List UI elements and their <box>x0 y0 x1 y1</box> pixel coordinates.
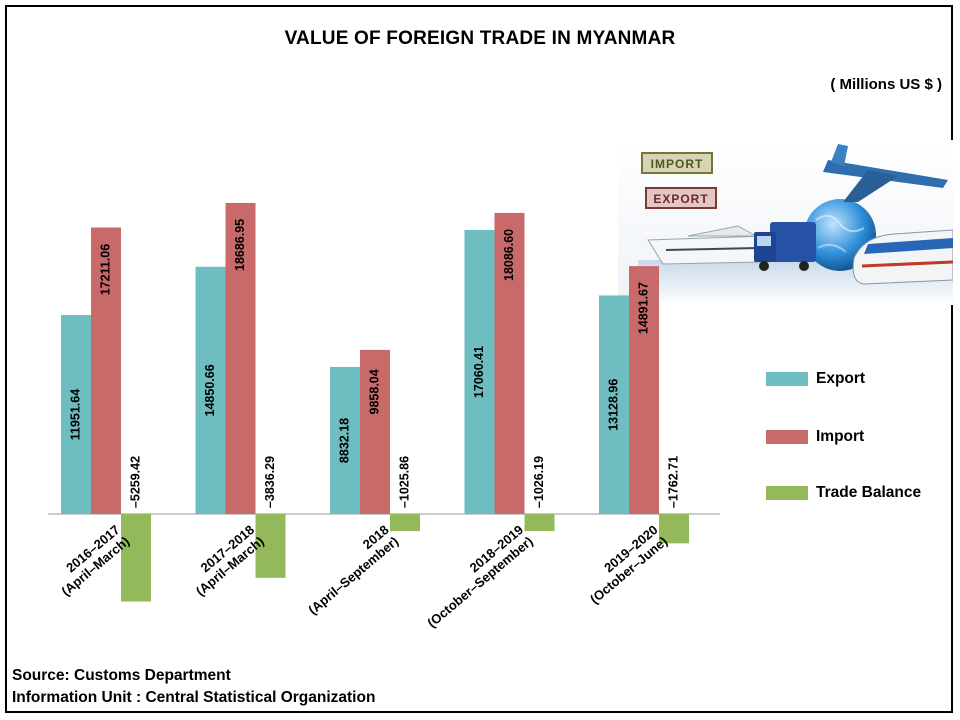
chart-title: VALUE OF FOREIGN TRADE IN MYANMAR <box>284 28 676 49</box>
category-label-line: (October–September) <box>424 533 535 630</box>
legend-item-import: Import <box>766 427 864 447</box>
bar-export <box>195 266 226 514</box>
bar-balance <box>255 514 286 578</box>
airplane-icon <box>823 144 948 202</box>
data-label-export: 8832.18 <box>337 418 351 463</box>
data-label-export: 11951.64 <box>68 389 82 440</box>
bar-export <box>599 295 629 514</box>
svg-text:IMPORT: IMPORT <box>651 157 704 171</box>
bar-balance <box>121 514 151 602</box>
bar-export <box>61 315 91 514</box>
data-label-import: 14891.67 <box>636 282 650 334</box>
export-stamp: EXPORT <box>645 187 717 209</box>
legend-label-trade-balance: Trade Balance <box>816 484 922 501</box>
bar-balance <box>524 514 555 532</box>
truck-icon <box>754 222 816 271</box>
unit-label: ( Millions US $ ) <box>830 76 942 93</box>
bar-balance <box>390 514 420 532</box>
bar-balance <box>659 514 689 544</box>
data-label-balance: –1026.19 <box>532 456 546 508</box>
ship-icon <box>647 225 769 265</box>
legend-swatch-trade-balance <box>766 486 808 500</box>
source-line: Source: Customs Department <box>12 667 231 684</box>
category-label: 2019–2020(October–June) <box>587 522 670 607</box>
category-label: 2018(April–September) <box>305 522 401 617</box>
bar-import <box>360 349 390 514</box>
data-label-export: 17060.41 <box>472 346 486 398</box>
category-label: 2016–2017(April–March) <box>58 522 132 599</box>
bar-import <box>225 202 256 514</box>
bar-import <box>629 266 659 514</box>
data-label-balance: –3836.29 <box>263 456 277 508</box>
bar-export <box>464 230 495 515</box>
category-label: 2017–2018(April–March) <box>193 522 267 599</box>
data-label-balance: –1762.71 <box>666 456 680 508</box>
data-label-export: 14850.66 <box>203 364 217 416</box>
legend-item-export: Export <box>766 369 865 389</box>
data-label-import: 18686.95 <box>233 219 247 271</box>
data-label-import: 18086.60 <box>502 229 516 281</box>
category-label-line: (April–September) <box>305 533 401 617</box>
svg-text:EXPORT: EXPORT <box>653 192 708 206</box>
data-label-balance: –1025.86 <box>397 456 411 508</box>
bar-import <box>494 212 525 514</box>
data-label-balance: –5259.42 <box>128 456 142 508</box>
train-icon <box>852 229 953 285</box>
bar-export <box>330 366 360 514</box>
legend-label-export: Export <box>816 370 866 387</box>
import-stamp: IMPORT <box>641 152 713 174</box>
information-unit-line: Information Unit : Central Statistical O… <box>12 689 376 706</box>
data-label-import: 9858.04 <box>367 369 381 414</box>
legend-swatch-import <box>766 430 808 444</box>
bar-import <box>91 227 121 514</box>
legend-swatch-export <box>766 372 808 386</box>
category-label: 2018–2019(October–September) <box>424 522 535 630</box>
data-label-export: 13128.96 <box>606 379 620 431</box>
import-export-illustration: IMPORT EXPORT <box>618 140 953 305</box>
data-label-import: 17211.06 <box>98 244 112 295</box>
legend-item-trade-balance: Trade Balance <box>766 483 921 503</box>
legend-label-import: Import <box>816 428 865 445</box>
